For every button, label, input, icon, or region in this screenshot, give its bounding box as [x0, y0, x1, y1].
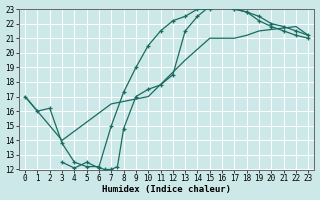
X-axis label: Humidex (Indice chaleur): Humidex (Indice chaleur): [102, 185, 231, 194]
